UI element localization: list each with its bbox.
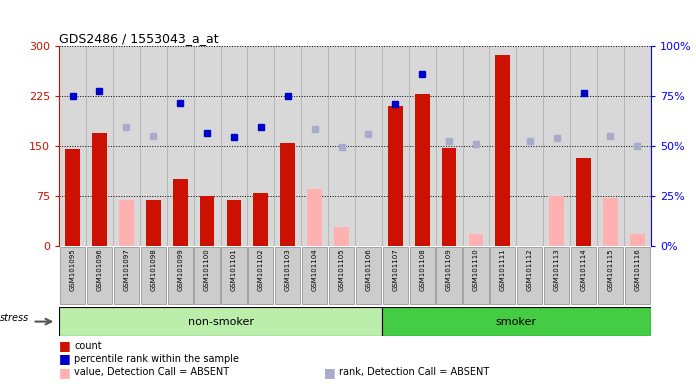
Bar [576,158,591,246]
FancyBboxPatch shape [571,247,596,304]
Text: GSM101096: GSM101096 [97,248,102,291]
Bar [496,55,510,246]
FancyBboxPatch shape [329,247,354,304]
Bar [468,234,483,246]
Text: GSM101103: GSM101103 [285,248,291,291]
Text: non-smoker: non-smoker [187,316,253,327]
Bar [382,307,651,336]
Text: GSM101113: GSM101113 [553,248,560,291]
Text: GSM101098: GSM101098 [150,248,157,291]
Text: percentile rank within the sample: percentile rank within the sample [74,354,239,364]
Text: ■: ■ [59,353,71,366]
Text: GSM101111: GSM101111 [500,248,506,291]
Text: GSM101095: GSM101095 [70,248,76,291]
FancyBboxPatch shape [113,247,139,304]
FancyBboxPatch shape [517,247,542,304]
Text: GSM101104: GSM101104 [312,248,317,291]
Text: count: count [74,341,102,351]
Bar [227,200,242,246]
Bar [307,189,322,246]
Bar [442,148,457,246]
FancyBboxPatch shape [625,247,650,304]
Bar [59,307,382,336]
Bar [92,132,107,246]
FancyBboxPatch shape [221,247,246,304]
Bar [388,106,403,246]
Bar [146,200,161,246]
Text: GDS2486 / 1553043_a_at: GDS2486 / 1553043_a_at [59,32,219,45]
Text: GSM101101: GSM101101 [231,248,237,291]
FancyBboxPatch shape [464,247,489,304]
FancyBboxPatch shape [168,247,193,304]
Text: value, Detection Call = ABSENT: value, Detection Call = ABSENT [74,367,230,377]
Text: GSM101108: GSM101108 [419,248,425,291]
Text: ■: ■ [59,366,71,379]
Text: GSM101100: GSM101100 [204,248,210,291]
Text: GSM101114: GSM101114 [580,248,587,291]
Text: rank, Detection Call = ABSENT: rank, Detection Call = ABSENT [339,367,489,377]
Text: GSM101110: GSM101110 [473,248,479,291]
Text: GSM101115: GSM101115 [608,248,613,291]
Text: ■: ■ [324,366,335,379]
Text: GSM101102: GSM101102 [258,248,264,291]
Text: GSM101112: GSM101112 [527,248,532,291]
FancyBboxPatch shape [409,247,435,304]
FancyBboxPatch shape [141,247,166,304]
FancyBboxPatch shape [490,247,516,304]
FancyBboxPatch shape [383,247,408,304]
Bar [65,149,80,246]
Bar [173,179,187,246]
Text: smoker: smoker [496,316,537,327]
Bar [334,227,349,246]
FancyBboxPatch shape [194,247,220,304]
FancyBboxPatch shape [544,247,569,304]
Bar [119,200,134,246]
FancyBboxPatch shape [302,247,327,304]
Text: GSM101099: GSM101099 [177,248,183,291]
Bar [415,94,429,246]
FancyBboxPatch shape [275,247,301,304]
Text: stress: stress [0,313,29,323]
Bar [253,192,268,246]
Text: GSM101106: GSM101106 [365,248,372,291]
Text: GSM101116: GSM101116 [634,248,640,291]
Bar [603,198,618,246]
Text: GSM101097: GSM101097 [123,248,129,291]
Bar [280,142,295,246]
Text: GSM101105: GSM101105 [338,248,345,291]
Bar [630,234,644,246]
FancyBboxPatch shape [60,247,85,304]
Bar [549,196,564,246]
FancyBboxPatch shape [436,247,461,304]
FancyBboxPatch shape [356,247,381,304]
FancyBboxPatch shape [248,247,274,304]
Text: GSM101107: GSM101107 [393,248,398,291]
Text: ■: ■ [59,339,71,352]
Bar [200,196,214,246]
Text: GSM101109: GSM101109 [446,248,452,291]
FancyBboxPatch shape [598,247,623,304]
FancyBboxPatch shape [87,247,112,304]
